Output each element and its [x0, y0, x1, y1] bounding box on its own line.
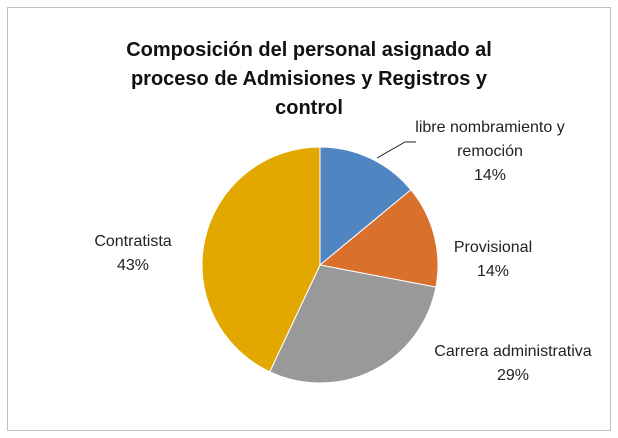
slice-label: libre nombramiento y remoción 14%	[400, 116, 580, 188]
pie-slice	[319, 146, 412, 267]
pie-slice	[318, 189, 439, 288]
leader-line	[376, 141, 416, 159]
slice-label: Provisional 14%	[433, 236, 553, 284]
slice-label: Carrera administrativa 29%	[408, 340, 618, 388]
slice-value: 43%	[116, 257, 150, 274]
slice-label: Contratista 43%	[83, 230, 183, 278]
slice-value: 14%	[473, 167, 507, 184]
slice-category: libre nombramiento y remoción	[415, 119, 565, 160]
pie-slice	[269, 264, 437, 384]
pie-slice	[201, 146, 321, 373]
slice-category: Provisional	[453, 239, 533, 256]
slice-category: Carrera administrativa	[434, 343, 592, 360]
chart-title: Composición del personal asignado al pro…	[126, 39, 492, 119]
slice-value: 14%	[476, 263, 510, 280]
slice-value: 29%	[496, 367, 530, 384]
slice-category: Contratista	[94, 233, 172, 250]
